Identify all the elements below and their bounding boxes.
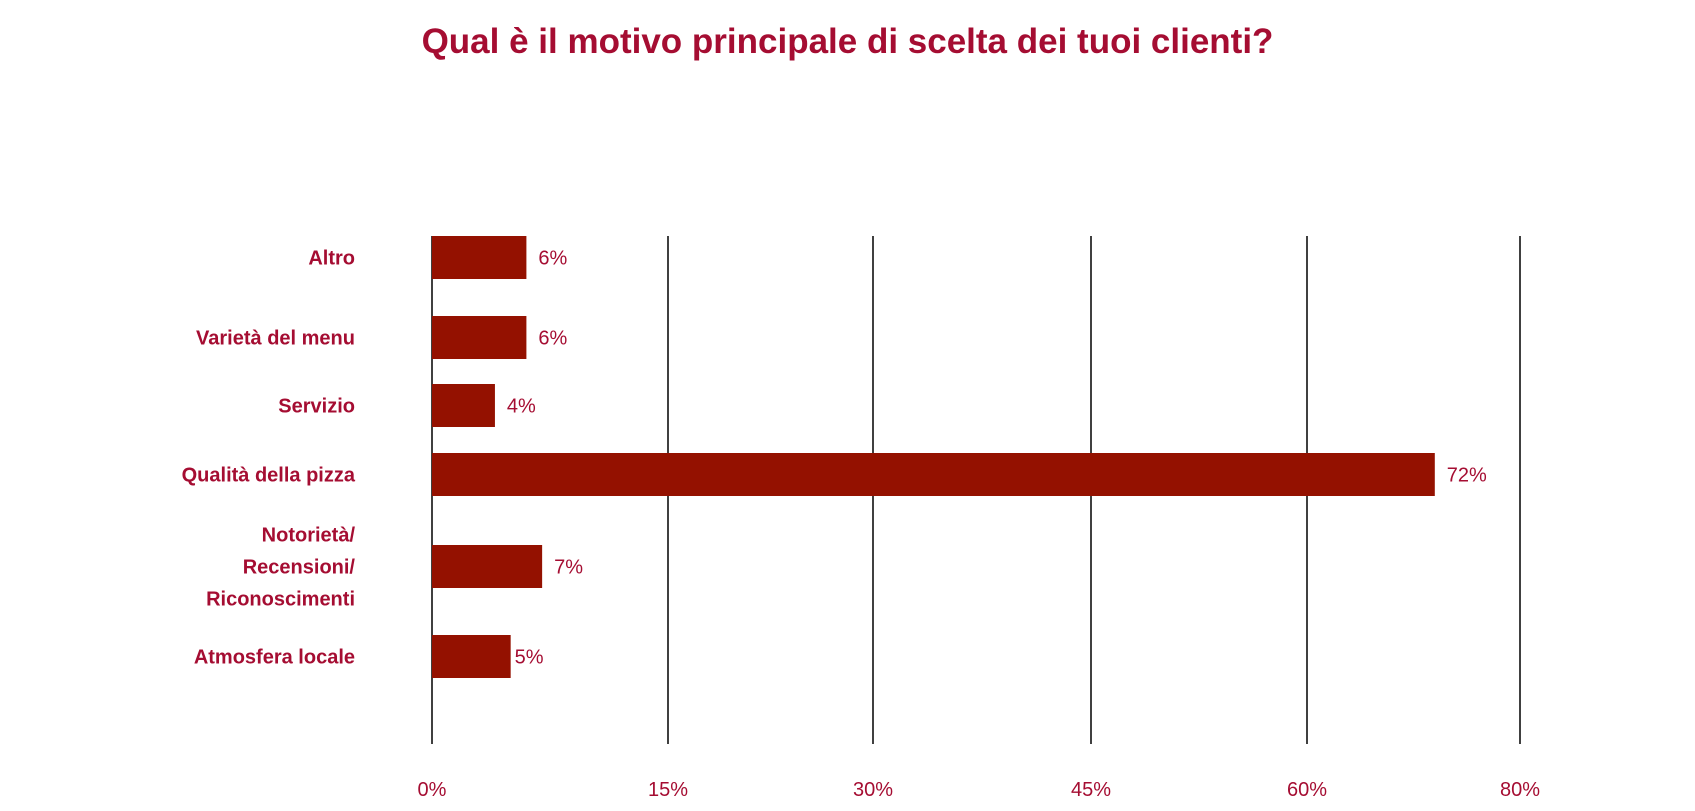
category-label-line: Servizio	[278, 396, 355, 418]
category-label: Servizio	[278, 396, 355, 418]
category-label-line: Atmosfera locale	[194, 647, 355, 669]
category-label-line: Recensioni/	[243, 557, 356, 579]
data-label: 7%	[554, 557, 583, 579]
data-label: 4%	[507, 396, 536, 418]
category-label: Altro	[308, 248, 355, 270]
x-tick-label: 60%	[1287, 779, 1327, 801]
category-label-line: Varietà del menu	[196, 328, 355, 350]
category-label-line: Qualità della pizza	[182, 465, 356, 487]
category-label: Atmosfera locale	[194, 647, 355, 669]
category-label-line: Notorietà/	[262, 525, 356, 547]
bar	[432, 316, 527, 359]
category-label-line: Riconoscimenti	[206, 589, 355, 611]
bar	[432, 453, 1435, 496]
category-label-line: Altro	[308, 248, 355, 270]
data-label: 6%	[538, 328, 567, 350]
bar	[432, 384, 495, 427]
bar	[432, 635, 511, 678]
bar	[432, 236, 527, 279]
data-label: 5%	[515, 647, 544, 669]
x-tick-label: 0%	[418, 779, 447, 801]
data-label: 6%	[538, 248, 567, 270]
data-label: 72%	[1447, 465, 1487, 487]
category-label: Notorietà/Recensioni/Riconoscimenti	[206, 525, 355, 611]
x-tick-label: 15%	[648, 779, 688, 801]
category-label: Qualità della pizza	[182, 465, 356, 487]
x-tick-label: 80%	[1500, 779, 1540, 801]
bar	[432, 545, 543, 588]
x-tick-label: 45%	[1071, 779, 1111, 801]
category-label: Varietà del menu	[196, 328, 355, 350]
chart-title: Qual è il motivo principale di scelta de…	[421, 22, 1274, 61]
x-tick-label: 30%	[853, 779, 893, 801]
